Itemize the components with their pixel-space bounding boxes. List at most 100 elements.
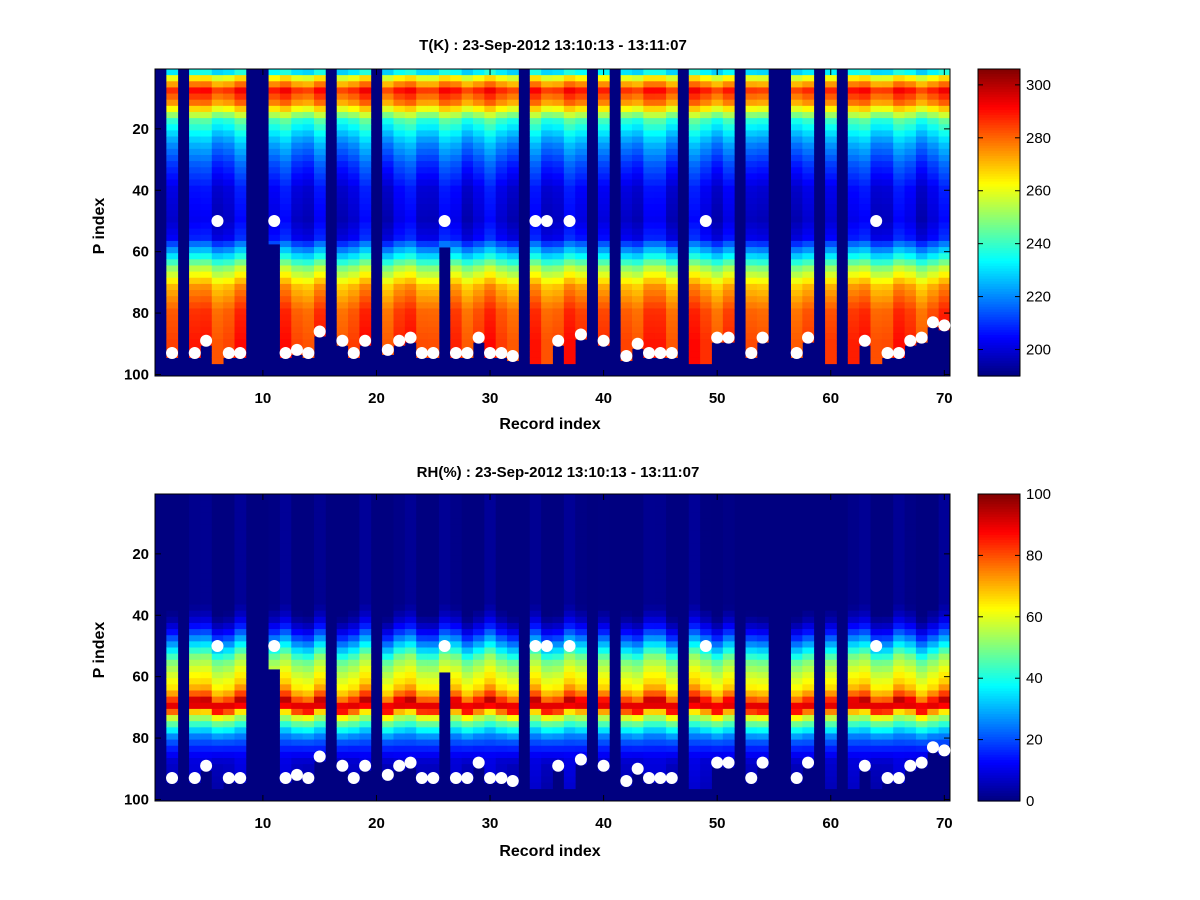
heatmap-cell — [495, 314, 508, 322]
heatmap-cell — [348, 136, 360, 144]
heatmap-cell — [552, 161, 565, 168]
heatmap-cell — [529, 653, 542, 661]
heatmap-cell — [666, 684, 678, 691]
heatmap-cell — [575, 567, 587, 575]
heatmap-cell — [291, 105, 304, 113]
heatmap-cell — [654, 247, 667, 254]
heatmap-cell — [575, 684, 587, 691]
colorbar-segment — [978, 273, 1020, 277]
heatmap-cell — [938, 130, 951, 137]
heatmap-cell — [563, 93, 576, 101]
heatmap-cell — [200, 308, 213, 315]
heatmap-cell — [597, 690, 610, 698]
heatmap-cell — [200, 598, 213, 605]
heatmap-cell — [461, 745, 474, 753]
heatmap-cell — [529, 136, 542, 144]
heatmap-column — [416, 69, 428, 358]
heatmap-cell — [756, 678, 769, 685]
heatmap-cell — [484, 308, 497, 315]
heatmap-cell — [552, 75, 565, 82]
heatmap-cell — [393, 751, 406, 759]
heatmap-cell — [825, 751, 837, 759]
heatmap-cell — [473, 592, 485, 599]
heatmap-cell — [200, 751, 213, 759]
heatmap-cell — [427, 136, 440, 144]
heatmap-cell — [688, 191, 701, 199]
heatmap-cell — [279, 191, 292, 199]
heatmap-cell — [416, 167, 428, 174]
heatmap-cell — [563, 277, 576, 285]
heatmap-cell — [348, 610, 360, 618]
heatmap-cell — [461, 320, 474, 328]
heatmap-cell — [825, 684, 837, 691]
heatmap-cell — [915, 197, 928, 205]
heatmap-cell — [189, 708, 201, 716]
heatmap-cell — [291, 500, 304, 507]
heatmap-cell — [745, 702, 758, 710]
heatmap-cell — [666, 308, 678, 315]
heatmap-cell — [234, 530, 247, 538]
heatmap-cell — [654, 555, 667, 562]
heatmap-cell — [745, 210, 758, 217]
heatmap-cell — [404, 173, 417, 180]
heatmap-cell — [938, 296, 951, 303]
heatmap-cell — [893, 191, 905, 199]
heatmap-cell — [495, 87, 508, 94]
heatmap-cell — [382, 204, 394, 211]
heatmap-cell — [575, 500, 587, 507]
heatmap-cell — [166, 93, 179, 101]
heatmap-cell — [507, 721, 519, 728]
heatmap-cell — [268, 635, 281, 642]
heatmap-cell — [915, 265, 928, 273]
heatmap-cell — [632, 518, 644, 526]
heatmap-cell — [473, 684, 485, 691]
heatmap-cell — [700, 302, 712, 309]
heatmap-cell — [200, 530, 213, 538]
heatmap-cell — [859, 259, 871, 266]
heatmap-cell — [189, 494, 201, 501]
heatmap-cell — [302, 678, 315, 685]
heatmap-cell — [666, 672, 678, 679]
heatmap-cell — [893, 308, 905, 315]
heatmap-cell — [666, 234, 678, 242]
heatmap-cell — [223, 592, 235, 599]
heatmap-cell — [450, 721, 463, 728]
heatmap-cell — [688, 290, 701, 297]
heatmap-cell — [302, 142, 315, 150]
heatmap-cell — [314, 271, 326, 279]
heatmap-cell — [552, 222, 565, 230]
heatmap-column — [404, 494, 417, 768]
heatmap-cell — [507, 283, 519, 291]
heatmap-cell — [166, 105, 179, 113]
colorbar-segment — [978, 69, 1020, 73]
heatmap-cell — [279, 721, 292, 728]
heatmap-cell — [711, 234, 724, 242]
heatmap-cell — [416, 154, 428, 162]
heatmap-cell — [461, 210, 474, 217]
heatmap-cell — [336, 204, 349, 211]
heatmap-cell — [348, 87, 360, 94]
heatmap-cell — [200, 579, 213, 587]
heatmap-cell — [166, 616, 179, 624]
heatmap-cell — [711, 142, 724, 150]
heatmap-cell — [200, 296, 213, 303]
heatmap-cell — [597, 708, 610, 716]
heatmap-cell — [291, 185, 304, 193]
heatmap-cell — [507, 75, 519, 82]
heatmap-cell — [870, 345, 883, 352]
heatmap-cell — [575, 265, 587, 273]
heatmap-cell — [348, 204, 360, 211]
heatmap-cell — [200, 216, 213, 223]
heatmap-cell — [643, 320, 656, 328]
heatmap-cell — [189, 696, 201, 704]
heatmap-cell — [802, 75, 815, 82]
heatmap-cell — [597, 93, 610, 101]
heatmap-cell — [711, 167, 724, 174]
heatmap-cell — [416, 124, 428, 131]
heatmap-cell — [336, 690, 349, 698]
heatmap-cell — [881, 173, 894, 180]
heatmap-cell — [745, 259, 758, 266]
colorbar-segment — [978, 347, 1020, 352]
heatmap-cell — [302, 296, 315, 303]
heatmap-cell — [825, 265, 837, 273]
